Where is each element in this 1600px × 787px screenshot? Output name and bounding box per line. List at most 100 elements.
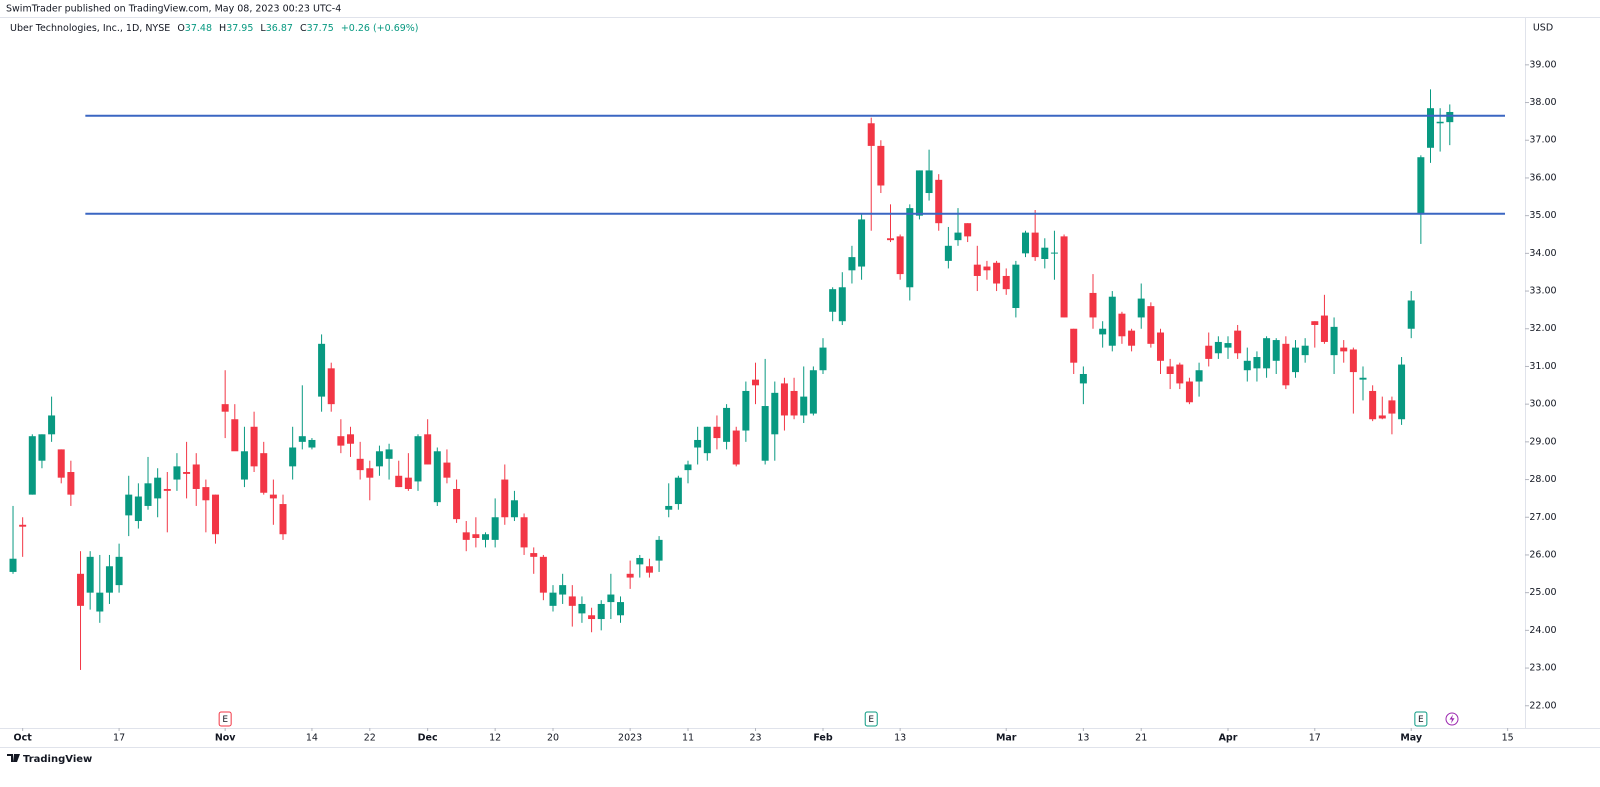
- candle-body: [597, 603, 605, 620]
- ohlc-label: H: [219, 23, 226, 34]
- candle-body: [665, 505, 673, 510]
- candle-body: [28, 436, 36, 495]
- candle-body: [1340, 347, 1348, 352]
- candle-body: [887, 238, 895, 241]
- x-tick-label: Nov: [215, 733, 236, 744]
- candle-body: [1263, 338, 1271, 369]
- candle-body: [231, 419, 239, 452]
- candle-body: [954, 232, 962, 241]
- candle-body: [1002, 275, 1010, 290]
- candle-body: [424, 434, 432, 465]
- event-badge: [1414, 711, 1428, 727]
- candle-body: [1137, 298, 1145, 318]
- event-badge: [864, 711, 878, 727]
- y-tick-label: 29.00: [1529, 436, 1556, 447]
- candle-body: [790, 390, 798, 416]
- lightning-event: [1445, 712, 1459, 726]
- candle-body: [829, 289, 837, 312]
- candle-body: [694, 439, 702, 448]
- ohlc-label: C: [300, 23, 307, 34]
- plot: [9, 89, 1454, 670]
- candle-body: [1050, 252, 1058, 254]
- candle-body: [482, 534, 490, 540]
- candle-body: [192, 464, 200, 489]
- candle-body: [510, 500, 518, 518]
- symbol-legend: Uber Technologies, Inc., 1D, NYSE O37.48…: [10, 23, 419, 34]
- candle-body: [1041, 247, 1049, 260]
- candle-body: [780, 383, 788, 416]
- logo-glyph: [7, 754, 20, 762]
- candle-body: [1436, 121, 1444, 124]
- candle-body: [1407, 300, 1415, 329]
- candle-body: [578, 603, 586, 614]
- x-tick-label: 13: [1077, 733, 1089, 744]
- x-tick-label: 22: [364, 733, 376, 744]
- candle-body: [395, 475, 403, 488]
- candle-body: [800, 396, 808, 416]
- candle-body: [1022, 232, 1030, 254]
- candle-body: [539, 556, 547, 593]
- candle-body: [404, 477, 412, 489]
- y-tick-label: 26.00: [1529, 549, 1556, 560]
- x-tick-label: 14: [306, 733, 318, 744]
- candle-body: [240, 451, 248, 480]
- x-tick-label: 2023: [618, 733, 642, 744]
- candle-body: [1118, 313, 1126, 337]
- candle-body: [433, 451, 441, 503]
- candle-body: [250, 426, 258, 467]
- candle-body: [703, 426, 711, 454]
- candle-body: [983, 266, 991, 271]
- y-tick-label: 34.00: [1529, 248, 1556, 259]
- candle-body: [1446, 111, 1454, 123]
- candle-body: [1166, 366, 1174, 374]
- candle-body: [163, 488, 171, 491]
- candle-body: [1147, 306, 1155, 344]
- symbol-title: Uber Technologies, Inc., 1D, NYSE: [10, 23, 170, 34]
- candle-body: [183, 472, 191, 474]
- candle-body: [19, 524, 27, 527]
- candle-body: [626, 573, 634, 578]
- candle-body: [645, 566, 653, 573]
- candle-body: [867, 123, 875, 146]
- candle-body: [1012, 264, 1020, 309]
- candle-body: [1311, 321, 1319, 325]
- candle-body: [1234, 330, 1242, 354]
- y-tick-label: 22.00: [1529, 700, 1556, 711]
- candle-body: [1128, 330, 1136, 346]
- x-tick-label: 15: [1502, 733, 1514, 744]
- candle-body: [925, 170, 933, 194]
- candle-body: [636, 557, 644, 565]
- ohlc-value: 37.95: [226, 23, 253, 34]
- candle-body: [1070, 328, 1078, 363]
- candle-body: [549, 592, 557, 606]
- event-badge: [218, 711, 232, 727]
- x-tick-label: May: [1400, 733, 1423, 744]
- candle-body: [269, 494, 277, 499]
- candle-body: [472, 534, 480, 538]
- candle-body: [366, 468, 374, 478]
- candle-body: [848, 257, 856, 271]
- y-tick-label: 32.00: [1529, 323, 1556, 334]
- y-tick-label: 23.00: [1529, 663, 1556, 674]
- x-tick-label: 20: [547, 733, 559, 744]
- candle-body: [96, 592, 104, 612]
- candle-body: [1330, 326, 1338, 356]
- candle-body: [462, 532, 470, 540]
- candle-body: [1253, 357, 1261, 369]
- candle-body: [38, 434, 46, 461]
- candle-body: [1398, 364, 1406, 420]
- candle-body: [752, 379, 760, 386]
- candle-body: [1272, 340, 1280, 361]
- candle-body: [375, 451, 383, 467]
- candle-body: [86, 556, 94, 593]
- y-tick-label: 31.00: [1529, 361, 1556, 372]
- candle-body: [530, 553, 538, 557]
- candle-body: [809, 370, 817, 414]
- candle-body: [125, 494, 133, 516]
- candle-body: [289, 447, 297, 467]
- candle-body: [1301, 345, 1309, 356]
- x-tick-label: 12: [489, 733, 501, 744]
- candle-body: [318, 343, 326, 397]
- candle-body: [279, 504, 287, 535]
- candle-body: [115, 556, 123, 586]
